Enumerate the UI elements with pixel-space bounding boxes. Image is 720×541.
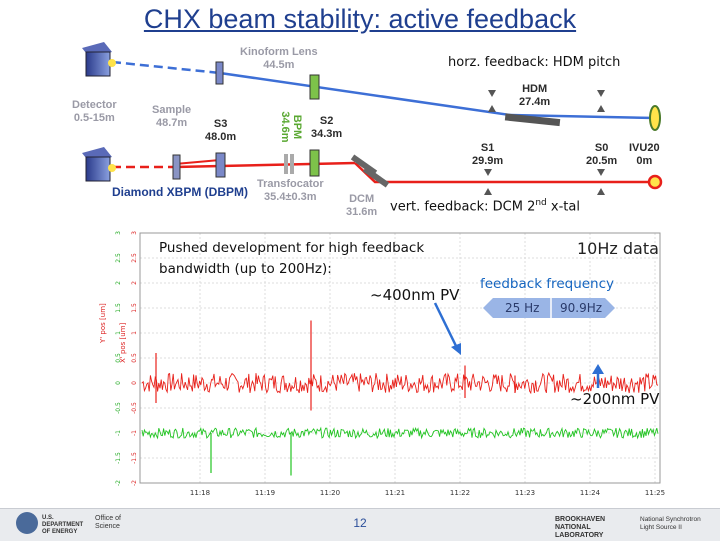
y-tick-label: 2: [115, 281, 122, 285]
pv-200-label: ~200nm PV: [570, 390, 660, 408]
transfocator-shape-a: [284, 154, 288, 174]
blue-beam-upper: [219, 71, 511, 117]
red-beam-dcm: [354, 162, 655, 184]
y-axis-label-red: Y' pos [um]: [99, 303, 107, 344]
y-tick-label: 1: [131, 331, 138, 335]
x-tick-label: 11:25: [645, 489, 665, 497]
y-tick-label: -1.5: [131, 452, 138, 464]
s3-label: S3 48.0m: [205, 118, 237, 143]
arrow-200-head: [592, 364, 604, 374]
chart-background: [95, 228, 665, 503]
y-tick-label: 0: [115, 381, 122, 385]
x-tick-label: 11:22: [450, 489, 470, 497]
transfocator-shape-b: [290, 154, 294, 174]
freq-arrow-right: [605, 298, 615, 318]
x-tick-label: 11:19: [255, 489, 275, 497]
red-beam-lower: [174, 161, 356, 169]
page-number: 12: [353, 516, 367, 530]
slide-title: CHX beam stability: active feedback: [143, 4, 577, 34]
y-tick-label: -0.5: [115, 402, 122, 414]
x-tick-label: 11:20: [320, 489, 340, 497]
transfocator-label: Transfocator 35.4±0.3m: [257, 178, 324, 203]
diamond-xbpm-label: Diamond XBPM (DBPM): [112, 185, 248, 199]
arrow-400-head: [451, 343, 461, 355]
office-of-science: Office of Science: [95, 515, 121, 530]
sample-shape: [172, 154, 181, 180]
y-tick-label: 2.5: [115, 253, 122, 263]
pushed-development-note: Pushed development for high feedback ban…: [159, 240, 425, 277]
s2-slit-upper: [309, 74, 320, 100]
plot-frame: [139, 232, 661, 484]
ivu-label: IVU20 0m: [629, 142, 660, 167]
freq-high-label: 90.9Hz: [560, 301, 603, 315]
y-tick-label: 2: [131, 281, 138, 285]
y-tick-label: 2.5: [131, 253, 138, 263]
y-tick-label: -1: [115, 430, 122, 436]
s2-slit-lower: [309, 149, 320, 177]
doe-seal-icon: [16, 512, 38, 534]
detector-label: Detector 0.5-15m: [72, 99, 117, 124]
detector-icon-upper: [82, 42, 116, 77]
blue-beam-dashed: [111, 60, 221, 75]
callouts: [433, 298, 615, 388]
s3-slit: [215, 152, 226, 178]
doe-logo-text: U.S. DEPARTMENT OF ENERGY: [42, 515, 84, 535]
x-tick-label: 11:23: [515, 489, 535, 497]
s0-label: S0 20.5m: [586, 142, 618, 167]
x-tick-label: 11:21: [385, 489, 405, 497]
y-tick-label: 0.5: [131, 353, 138, 363]
data-rate-label: 10Hz data: [577, 239, 659, 258]
s2-label: S2 34.3m: [311, 115, 343, 140]
y-tick-label: 1: [115, 331, 122, 335]
y-tick-label: 0.5: [115, 353, 122, 363]
y-tick-label: 3: [115, 231, 122, 235]
hdm-mirror: [504, 113, 561, 127]
y-tick-label: -2: [131, 480, 138, 486]
hdm-label: HDM 27.4m: [519, 83, 551, 108]
freq-low-label: 25 Hz: [505, 301, 540, 315]
freq-arrow-left: [483, 298, 493, 318]
arrow-400-line: [433, 302, 459, 349]
y-tick-label: 1.5: [115, 303, 122, 313]
red-beam-focus: [174, 159, 221, 165]
x-tick-labels: 11:18 11:19 11:20 11:21 11:22 11:23 11:24 11:25: [190, 489, 665, 497]
y-tick-labels: 3 3 2.5 2.5 2 2 1.5 1.5 1 1 0.5 0.5 0 0 -0.5 -0.5 -1 -1 -1…: [115, 231, 138, 486]
y-tick-label: 0: [131, 381, 138, 385]
pv-400-label: ~400nm PV: [370, 286, 460, 304]
dcm-label: DCM 31.6m: [346, 193, 378, 218]
beamline-diagram: [82, 42, 663, 195]
x-tick-label: 11:24: [580, 489, 601, 497]
vert-feedback-note: vert. feedback: DCM 2nd x-tal: [390, 198, 580, 215]
slit-markers: [484, 90, 605, 195]
series-line-red: [141, 371, 659, 395]
y-tick-label: -2: [115, 480, 122, 486]
freq-bar: [493, 298, 605, 318]
kinoform-lens-shape: [215, 61, 224, 85]
y-tick-label: -0.5: [131, 402, 138, 414]
dcm-crystal-2: [362, 166, 390, 188]
y-axis-labels: Y' pos [um] X' pos [um]: [99, 303, 127, 363]
blue-beam-source: [509, 113, 656, 120]
horz-feedback-note: horz. feedback: HDM pitch: [448, 55, 621, 70]
y-axis-label-green: X' pos [um]: [119, 322, 127, 363]
x-tick-label: 11:18: [190, 489, 210, 497]
feedback-chart: 3 3 2.5 2.5 2 2 1.5 1.5 1 1 0.5 0.5 0 0 -0.5 -0.5 -1 -1 -1…: [95, 228, 665, 503]
ivu-source-upper: [649, 105, 661, 131]
feedback-frequency-label: feedback frequency: [480, 276, 615, 292]
bnl-logo-text: BROOKHAVEN NATIONAL LABORATORY: [555, 516, 606, 539]
ivu-source-lower: [647, 174, 663, 190]
y-tick-label: 1.5: [131, 303, 138, 313]
sample-label: Sample 48.7m: [152, 104, 192, 129]
y-tick-label: -1: [131, 430, 138, 436]
nsls-text: National Synchrotron Light Source II: [640, 516, 701, 531]
footer-bar: [0, 508, 720, 541]
y-tick-label: -1.5: [115, 452, 122, 464]
y-tick-label: 3: [131, 231, 138, 235]
kinoform-label: Kinoform Lens 44.5m: [240, 46, 318, 71]
s1-label: S1 29.9m: [472, 142, 504, 167]
detector-icon-lower: [82, 147, 116, 182]
chart-series: [141, 320, 659, 476]
bpm-label: BPM 34.6m: [279, 111, 303, 143]
series-line-green: [141, 426, 659, 440]
